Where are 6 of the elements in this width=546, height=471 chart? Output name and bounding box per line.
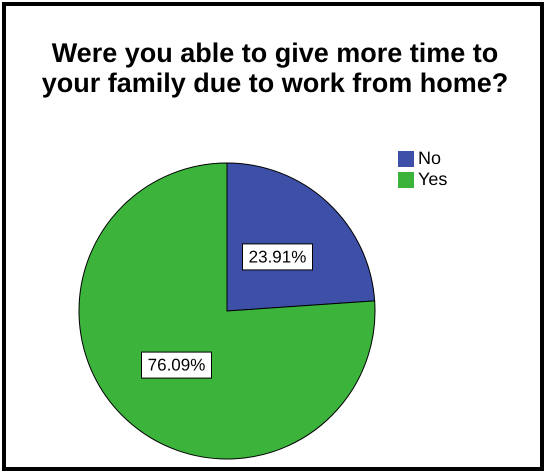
- pie-slice: [78, 162, 376, 460]
- legend-label: Yes: [418, 169, 448, 189]
- data-label: 76.09%: [148, 356, 206, 375]
- chart-title: Were you able to give more time to your family due to work from home?: [40, 38, 510, 98]
- legend-label: No: [418, 148, 442, 168]
- data-label: 23.91%: [248, 247, 306, 266]
